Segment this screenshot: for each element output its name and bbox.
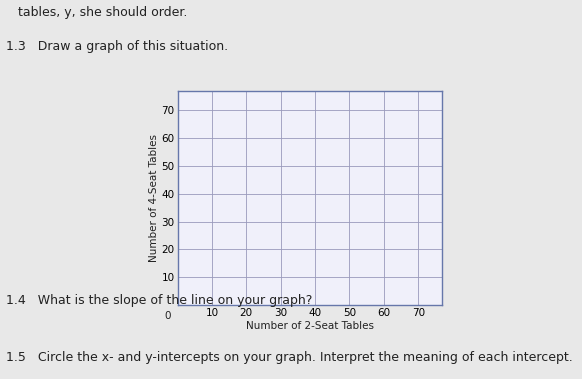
Text: 1.4   What is the slope of the line on your graph?: 1.4 What is the slope of the line on you… [6,294,312,307]
Text: tables, y, she should order.: tables, y, she should order. [6,6,187,19]
Text: 1.5   Circle the x- and y-intercepts on your graph. Interpret the meaning of eac: 1.5 Circle the x- and y-intercepts on yo… [6,351,573,363]
X-axis label: Number of 2-Seat Tables: Number of 2-Seat Tables [246,321,374,330]
Text: 1.3   Draw a graph of this situation.: 1.3 Draw a graph of this situation. [6,40,228,53]
Y-axis label: Number of 4-Seat Tables: Number of 4-Seat Tables [149,134,159,262]
Text: 0: 0 [164,311,171,321]
